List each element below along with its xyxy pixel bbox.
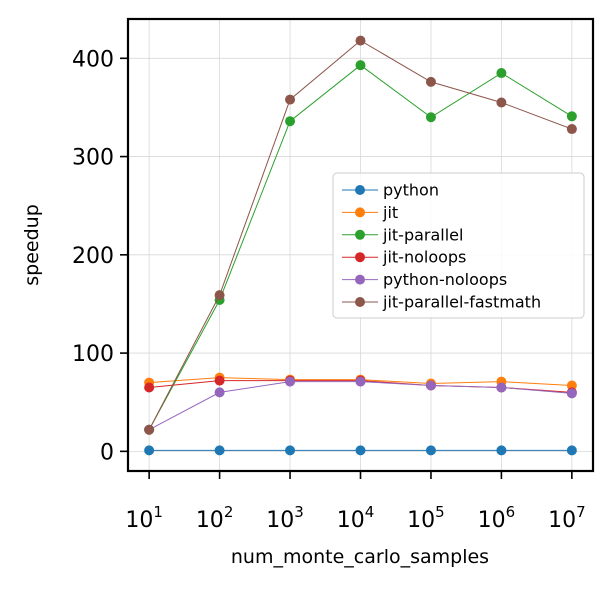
legend-label: python: [383, 181, 439, 200]
data-point: [566, 111, 577, 122]
legend-label: jit-parallel: [382, 225, 463, 244]
data-point: [425, 445, 436, 456]
y-tick-label: 200: [72, 244, 114, 269]
data-point: [496, 97, 507, 108]
legend-marker: [355, 229, 365, 240]
x-tick-label: 107: [548, 503, 586, 533]
legend-entry: python: [342, 181, 439, 200]
legend-marker: [355, 185, 365, 195]
data-point: [566, 445, 577, 456]
x-tick-label: 105: [407, 503, 445, 533]
data-point: [214, 445, 225, 456]
x-tick-label: 102: [196, 503, 234, 533]
data-point: [214, 375, 225, 386]
y-tick-label: 300: [72, 146, 114, 171]
x-tick-label-base: 10: [478, 508, 506, 533]
x-tick-label: 104: [337, 503, 375, 533]
y-tick-label: 400: [72, 47, 114, 72]
legend-entry: jit-parallel-fastmath: [342, 293, 541, 312]
data-point: [144, 424, 155, 435]
x-tick-label-base: 10: [407, 508, 435, 533]
data-point: [425, 76, 436, 87]
data-point: [214, 387, 225, 398]
legend-marker: [355, 297, 365, 307]
data-point: [285, 376, 296, 387]
legend-label: jit-noloops: [382, 248, 466, 267]
legend: python jit jit-parallel jit-noloops python-n…: [332, 172, 585, 319]
data-point: [355, 445, 366, 456]
legend-label: jit: [382, 203, 398, 222]
legend-marker: [355, 252, 365, 263]
data-point: [425, 112, 436, 123]
y-tick-label: 0: [100, 440, 114, 465]
legend-entry: jit-noloops: [342, 248, 466, 267]
x-tick-label-base: 10: [125, 508, 153, 533]
data-point: [355, 60, 366, 71]
data-point: [425, 380, 436, 391]
data-point: [285, 116, 296, 127]
data-point: [144, 445, 155, 456]
legend-marker: [355, 274, 365, 285]
x-axis-label: num_monte_carlo_samples: [231, 546, 489, 568]
x-tick-label-exponent: 7: [576, 503, 586, 521]
data-point: [566, 124, 577, 135]
data-point: [355, 35, 366, 46]
legend-entry: python-noloops: [342, 270, 507, 289]
x-tick-label-base: 10: [196, 508, 224, 533]
legend-entry: jit: [342, 203, 398, 222]
x-tick-label-exponent: 4: [365, 503, 375, 521]
x-tick-label-exponent: 1: [153, 503, 163, 521]
data-point: [285, 94, 296, 105]
x-tick-label-exponent: 3: [294, 503, 304, 521]
data-point: [144, 382, 155, 393]
legend-entry: jit-parallel: [342, 225, 463, 244]
y-tick-label: 100: [72, 342, 114, 367]
data-point: [214, 290, 225, 301]
legend-label: jit-parallel-fastmath: [382, 293, 541, 312]
series-jit-parallel-fastmath: [144, 35, 577, 435]
x-tick-label-exponent: 5: [435, 503, 445, 521]
x-tick-label-base: 10: [548, 508, 576, 533]
x-tick-label-exponent: 6: [506, 503, 516, 521]
y-axis-label: speedup: [21, 204, 43, 286]
data-point: [285, 445, 296, 456]
data-point: [496, 382, 507, 393]
x-tick-label-exponent: 2: [224, 503, 234, 521]
data-point: [496, 68, 507, 79]
series-python: [144, 445, 577, 456]
x-tick-label-base: 10: [266, 508, 294, 533]
legend-frame: [332, 172, 585, 319]
x-tick-label: 103: [266, 503, 304, 533]
data-point: [496, 445, 507, 456]
data-point: [355, 376, 366, 387]
x-tick-label-base: 10: [337, 508, 365, 533]
legend-label: python-noloops: [383, 270, 507, 289]
legend-marker: [355, 207, 365, 218]
x-tick-label: 106: [478, 503, 516, 533]
data-point: [566, 388, 577, 399]
x-tick-label: 101: [125, 503, 163, 533]
data-point: [566, 380, 577, 391]
series-layer: [144, 35, 577, 456]
